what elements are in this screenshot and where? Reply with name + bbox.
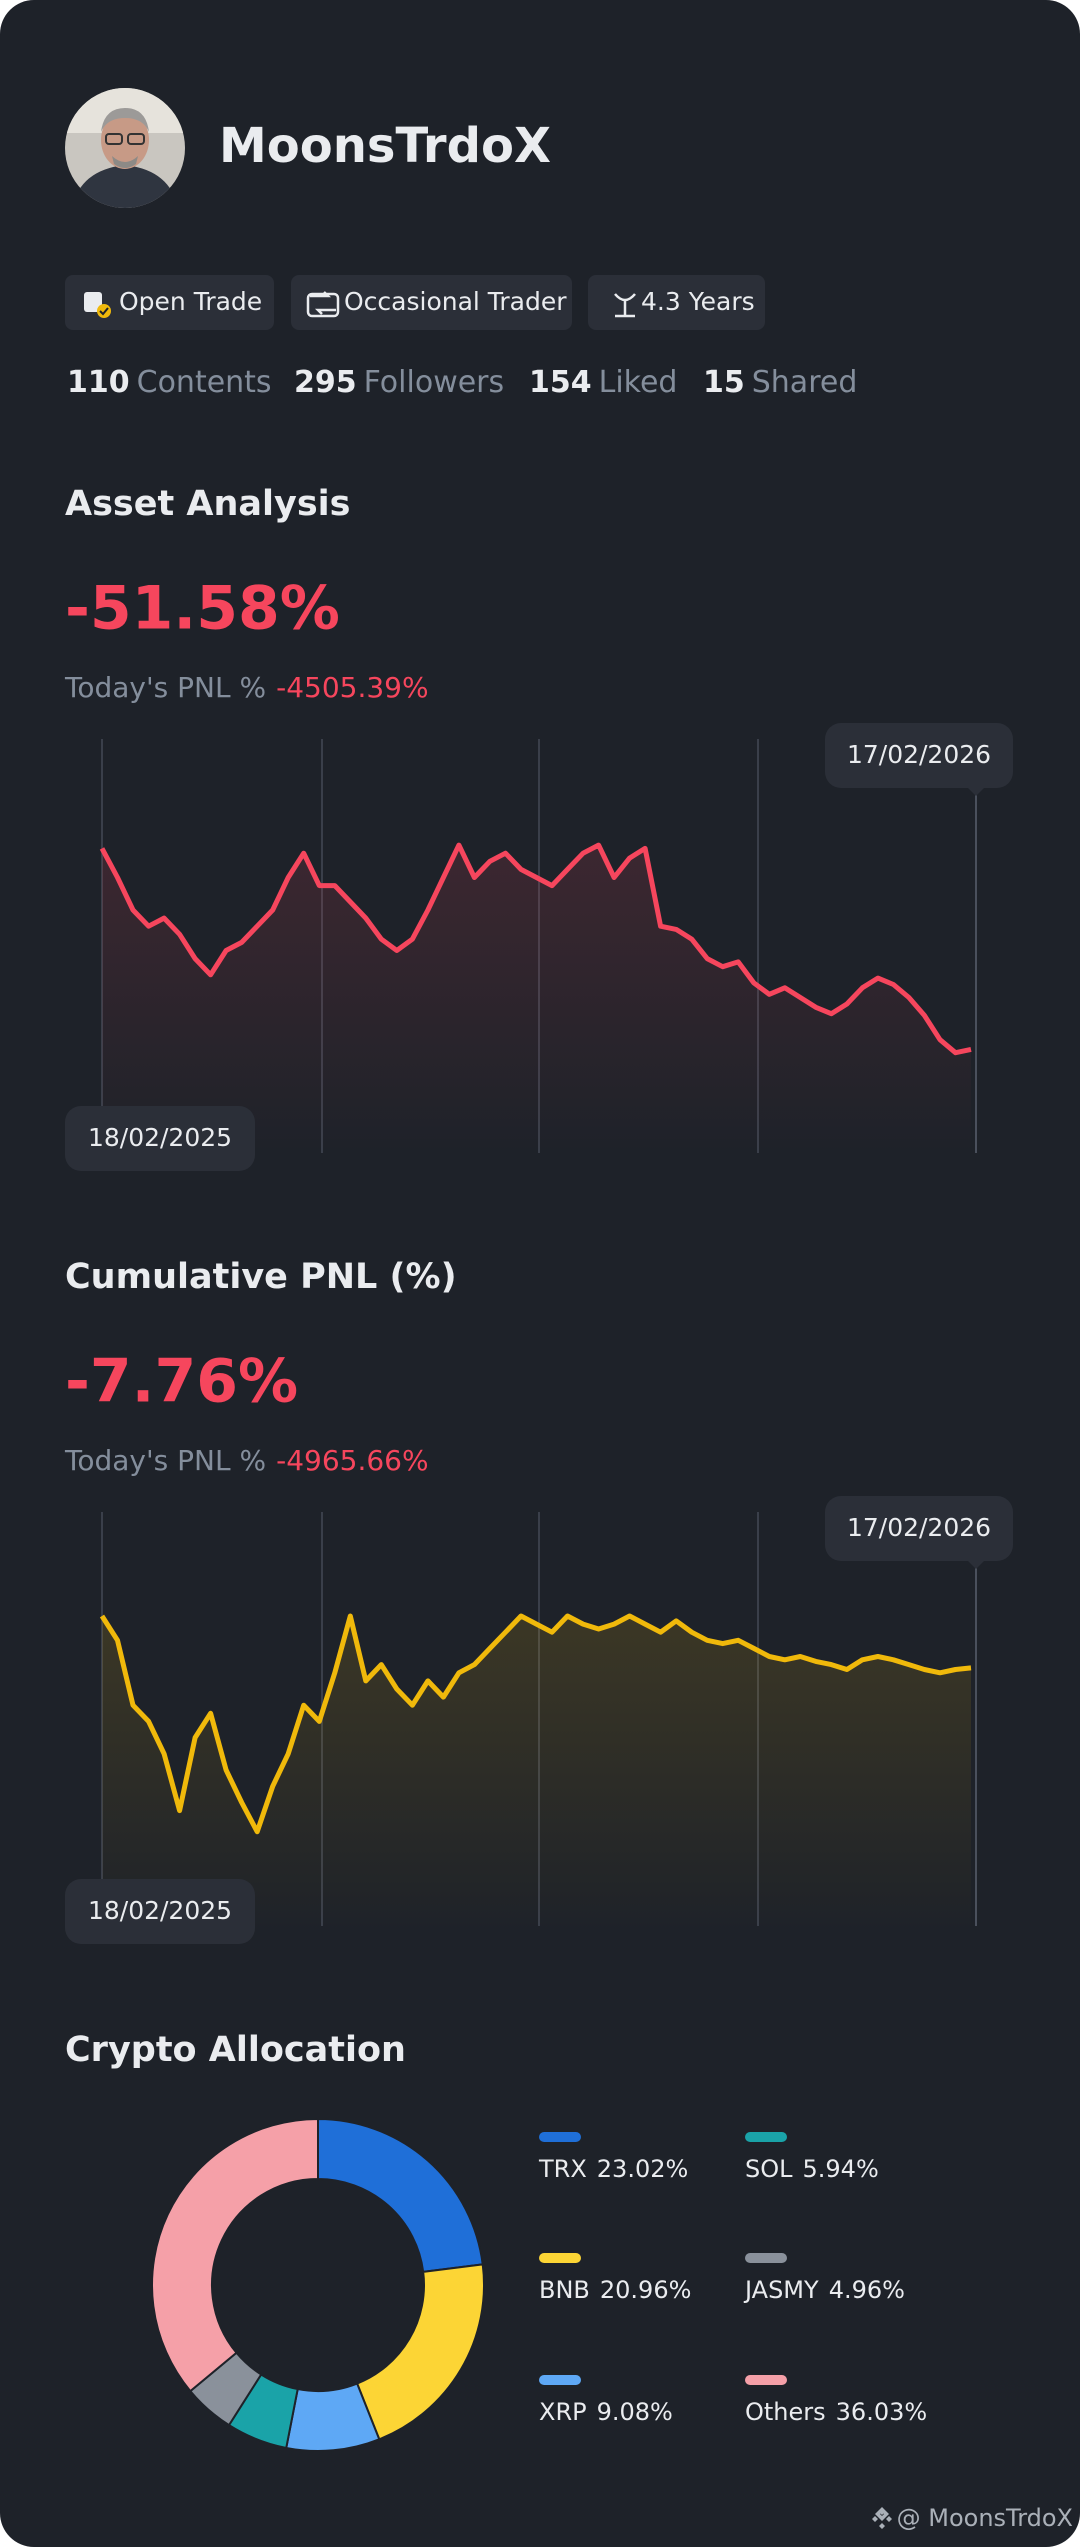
end-date: 17/02/2026 — [847, 740, 991, 769]
legend-item: JASMY 4.96% — [743, 2276, 905, 2304]
stat-label: Shared — [752, 365, 858, 400]
avatar[interactable] — [65, 88, 185, 208]
line — [99, 842, 972, 1056]
legend-item: TRX 23.02% — [538, 2155, 688, 2183]
legend-value: 5.94% — [803, 2155, 879, 2183]
legend-item: XRP 9.08% — [539, 2398, 673, 2426]
legend-item: BNB 20.96% — [539, 2276, 691, 2304]
date-pill — [65, 1879, 255, 1944]
pnl-line: Today's PNL % -4505.39% — [64, 671, 429, 704]
legend-name: TRX — [538, 2155, 587, 2183]
tag-label: Open Trade — [119, 287, 262, 316]
start-date: 18/02/2025 — [88, 1896, 232, 1925]
pill-pointer — [968, 1561, 984, 1569]
headline-value: -51.58% — [65, 574, 340, 644]
legend-swatch — [745, 2253, 787, 2263]
start-date: 18/02/2025 — [88, 1123, 232, 1152]
section-title: Cumulative PNL (%) — [65, 1257, 457, 1297]
stat-count: 15 — [703, 365, 745, 400]
date-pill — [825, 1496, 1013, 1561]
legend-item: SOL 5.94% — [745, 2155, 879, 2183]
stat: 154 Liked — [529, 365, 677, 400]
tag-label: Occasional Trader — [344, 287, 567, 316]
legend-item: Others 36.03% — [745, 2398, 927, 2426]
tag-icon — [306, 291, 340, 318]
donut-segment — [317, 2117, 484, 2273]
headline-value: -7.76% — [65, 1347, 298, 1417]
date-pill — [65, 1106, 255, 1171]
legend-value: 9.08% — [597, 2398, 673, 2426]
legend-name: BNB — [539, 2276, 590, 2304]
legend-name: Others — [745, 2398, 826, 2426]
stat-count: 295 — [294, 365, 357, 400]
area — [102, 845, 971, 1154]
stats-row: 110 Contents 295 Followers 154 Liked 15 Shared — [67, 365, 857, 400]
stat-count: 110 — [67, 365, 130, 400]
pnl-value: -4965.66% — [276, 1444, 429, 1477]
stat-label: Followers — [364, 365, 505, 400]
area — [102, 1616, 971, 1933]
pill-pointer — [968, 788, 984, 796]
legend-swatch — [745, 2375, 787, 2385]
legend-name: SOL — [745, 2155, 793, 2183]
tag-label: 4.3 Years — [641, 287, 755, 316]
stat-label: Liked — [599, 365, 678, 400]
legend-name: XRP — [539, 2398, 587, 2426]
line — [99, 1613, 972, 1835]
donut-segment — [151, 2117, 319, 2393]
tag-icon — [84, 292, 111, 318]
stat: 295 Followers — [294, 365, 504, 400]
legend-swatch — [539, 2253, 581, 2263]
profile-name: MoonsTrdoX — [219, 118, 551, 174]
tag-pill[interactable] — [291, 275, 572, 330]
legend-value: 23.02% — [597, 2155, 689, 2183]
legend-swatch — [539, 2132, 581, 2142]
legend-swatch — [539, 2375, 581, 2385]
legend-value: 36.03% — [836, 2398, 928, 2426]
tag-icon — [614, 293, 636, 318]
legend-swatch — [745, 2132, 787, 2142]
footer-handle: @ MoonsTrdoX — [897, 2504, 1073, 2532]
stat: 110 Contents — [67, 365, 272, 400]
pnl-value: -4505.39% — [276, 671, 429, 704]
section-title: Asset Analysis — [65, 484, 351, 524]
legend-value: 4.96% — [829, 2276, 905, 2304]
pnl-label: Today's PNL % — [64, 1444, 266, 1477]
stat: 15 Shared — [703, 365, 857, 400]
legend-name: JASMY — [743, 2276, 819, 2304]
pnl-label: Today's PNL % — [64, 671, 266, 704]
tag-pill[interactable] — [65, 275, 274, 330]
legend-value: 20.96% — [600, 2276, 692, 2304]
date-pill — [825, 723, 1013, 788]
footer-logo — [872, 2507, 892, 2529]
section-title: Crypto Allocation — [65, 2030, 406, 2070]
stat-label: Contents — [137, 365, 272, 400]
pnl-line: Today's PNL % -4965.66% — [64, 1444, 429, 1477]
stat-count: 154 — [529, 365, 592, 400]
end-date: 17/02/2026 — [847, 1513, 991, 1542]
